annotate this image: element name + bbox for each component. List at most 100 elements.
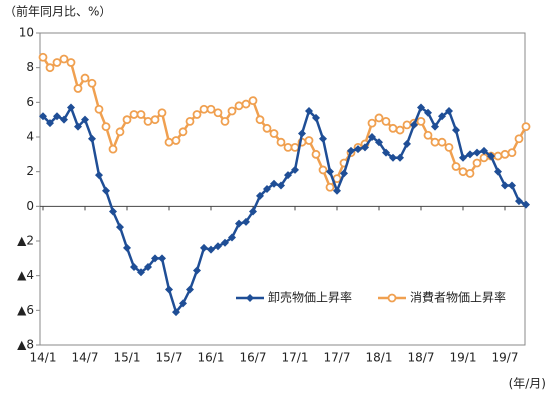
data-point	[108, 144, 118, 154]
data-point	[459, 153, 467, 162]
data-point	[242, 217, 250, 226]
data-point	[220, 117, 230, 126]
data-point	[151, 254, 159, 263]
data-point	[256, 191, 264, 200]
data-point	[115, 127, 125, 137]
x-tick-label: 17/7	[324, 351, 351, 365]
data-point	[88, 134, 96, 143]
data-point	[311, 149, 321, 159]
data-point	[150, 115, 160, 125]
x-tick-label: 17/1	[282, 351, 309, 365]
data-point	[270, 179, 278, 188]
data-point	[312, 113, 320, 122]
data-point	[388, 123, 398, 133]
data-point	[158, 254, 166, 263]
data-point	[143, 117, 153, 126]
data-point	[262, 123, 272, 133]
data-point	[95, 171, 103, 180]
data-point	[213, 108, 223, 118]
data-point	[144, 263, 152, 271]
data-point	[423, 130, 433, 140]
y-tick-label: 0	[26, 199, 34, 213]
data-point	[515, 197, 523, 206]
data-point	[277, 181, 285, 190]
data-point	[501, 181, 509, 190]
data-point	[444, 142, 454, 152]
data-point	[80, 73, 90, 83]
data-point	[67, 103, 75, 112]
data-point	[73, 84, 83, 93]
data-point	[305, 107, 313, 115]
y-tick-label: ▲4	[17, 268, 34, 282]
data-point	[487, 152, 495, 161]
data-point	[374, 113, 384, 123]
data-point	[185, 117, 195, 126]
data-point	[403, 139, 411, 148]
data-point	[508, 181, 516, 190]
data-point	[430, 137, 440, 147]
data-point	[45, 63, 55, 73]
data-point	[472, 158, 482, 168]
data-point	[424, 108, 432, 117]
data-point	[417, 103, 425, 112]
data-point	[298, 129, 306, 138]
data-point	[318, 165, 328, 175]
x-tick-label: 18/1	[366, 351, 393, 365]
chart-title: （前年同月比、%）	[4, 4, 111, 19]
legend-label: 消費者物価上昇率	[410, 290, 506, 305]
data-point	[52, 58, 62, 67]
x-tick-label: 14/1	[30, 351, 57, 365]
x-axis-label: (年/月)	[509, 377, 546, 391]
data-point	[46, 119, 54, 128]
x-tick-label: 15/7	[156, 351, 183, 365]
data-point	[445, 107, 453, 115]
data-point	[283, 142, 293, 152]
data-point	[375, 138, 383, 147]
data-point	[199, 104, 209, 114]
data-point	[473, 148, 481, 157]
data-point	[465, 168, 475, 178]
y-tick-label: 4	[26, 130, 34, 144]
data-point	[382, 148, 390, 157]
data-point	[347, 146, 355, 155]
data-point	[290, 142, 300, 152]
legend-marker	[246, 294, 254, 302]
x-tick-label: 15/1	[114, 351, 141, 365]
x-tick-label: 19/7	[492, 351, 519, 365]
data-point	[326, 167, 334, 176]
y-tick-label: 6	[26, 95, 34, 109]
x-tick-label: 18/7	[408, 351, 435, 365]
data-point	[438, 112, 446, 121]
y-tick-label: ▲6	[17, 303, 34, 317]
data-point	[402, 120, 412, 130]
data-point	[165, 285, 173, 294]
y-tick-label: 8	[26, 60, 34, 74]
data-point	[116, 223, 124, 232]
data-point	[395, 125, 405, 135]
data-point	[172, 308, 180, 317]
y-tick-label: 10	[19, 26, 34, 40]
data-point	[94, 104, 104, 114]
data-point	[480, 146, 488, 155]
data-point	[367, 118, 377, 128]
data-point	[522, 200, 530, 209]
data-point	[458, 167, 468, 177]
data-point	[410, 120, 418, 129]
data-point	[361, 143, 369, 152]
data-point	[39, 112, 47, 121]
data-point	[466, 150, 474, 159]
data-point	[452, 126, 460, 135]
data-point	[333, 186, 341, 195]
data-point	[451, 162, 461, 171]
data-point	[416, 117, 426, 126]
data-point	[354, 145, 362, 154]
data-point	[291, 165, 299, 174]
data-point	[109, 207, 117, 216]
data-point	[221, 238, 229, 247]
data-point	[186, 285, 194, 294]
data-point	[263, 185, 271, 193]
data-point	[66, 58, 76, 67]
data-point	[214, 242, 222, 251]
data-point	[38, 52, 48, 62]
data-point	[340, 169, 348, 178]
